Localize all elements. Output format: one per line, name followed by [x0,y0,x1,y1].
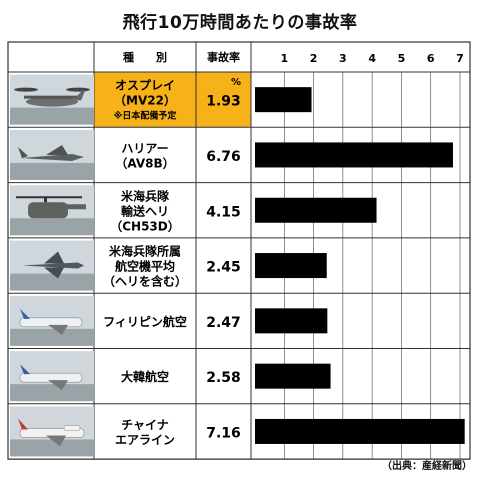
row-label: （AV8B） [115,155,174,170]
row-label: エアライン [115,433,175,447]
x-tick-label: 4 [368,52,376,65]
row-label: フィリピン航空 [103,314,187,329]
unit-label: % [231,77,241,88]
row-label: （CH53D） [110,218,180,233]
bar [255,142,453,168]
row-label: ハリアー [121,141,168,155]
bar [255,308,328,334]
row-label: チャイナ [121,418,169,432]
x-tick-label: 6 [427,52,435,65]
x-tick-label: 7 [456,52,464,65]
x-tick-label: 3 [339,52,347,65]
bar [255,197,377,223]
fighter-jet-icon [10,240,94,291]
bar [255,253,327,279]
source-note: （出典：産経新聞） [382,461,472,472]
jumbo-jet-icon [10,406,94,457]
x-tick-label: 5 [398,52,406,65]
value-label: 7.16 [206,425,241,441]
value-label: 2.47 [206,315,241,331]
airliner-icon [10,295,94,346]
value-label: 2.58 [206,370,241,386]
value-label: 6.76 [206,149,241,165]
harrier-jet-icon [10,129,94,180]
header-rate: 事故率 [207,50,240,64]
x-tick-label: 2 [310,52,318,65]
row-note: ※日本配備予定 [114,110,178,122]
row-label: （MV22） [114,93,176,108]
osprey-tiltrotor-icon [10,74,94,125]
value-label: 4.15 [206,204,241,220]
bar [255,87,312,113]
bar [255,418,465,444]
row-label: 輸送ヘリ [121,203,169,218]
value-label: 2.45 [206,260,241,276]
row-label: 大韓航空 [121,369,169,384]
value-label: 1.93 [206,94,241,110]
chart-title: 飛行10万時間あたりの事故率 [122,13,358,33]
row-label: 米海兵隊所属 [109,244,181,259]
bar [255,363,331,389]
row-label: （ヘリを含む） [103,274,187,289]
transport-helicopter-icon [10,185,94,236]
row-label: 航空機平均 [115,259,175,274]
highlight-row-bg [94,72,251,128]
x-tick-label: 1 [280,52,288,65]
header-type: 種 別 [123,50,167,64]
row-label: オスプレイ [115,78,175,93]
row-label: 米海兵隊 [121,188,170,203]
airliner-icon [10,351,94,402]
